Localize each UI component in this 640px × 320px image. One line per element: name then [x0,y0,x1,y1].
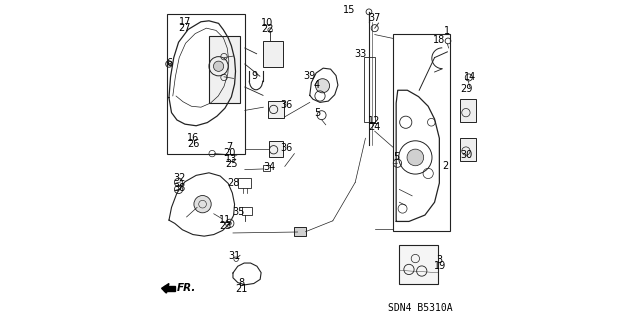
Text: 18: 18 [433,35,445,45]
Text: 32: 32 [173,172,186,183]
Text: 8: 8 [239,278,245,288]
Text: 5: 5 [393,152,399,163]
Text: 28: 28 [227,178,240,188]
Text: 39: 39 [303,71,316,81]
Text: 9: 9 [252,71,258,81]
Text: 6: 6 [166,58,173,68]
Bar [399,245,438,284]
Bar [263,165,270,171]
Circle shape [194,196,211,213]
Text: 3: 3 [436,255,443,265]
Bar [460,99,476,122]
Text: 37: 37 [368,12,381,23]
Text: 26: 26 [187,139,199,149]
Polygon shape [161,284,169,293]
Bar [294,227,306,236]
Text: 11: 11 [219,215,231,225]
Text: 27: 27 [179,23,191,33]
Text: 19: 19 [433,260,446,271]
Bar [167,14,245,154]
Text: 25: 25 [225,159,237,170]
Text: 29: 29 [460,84,473,94]
Text: 14: 14 [463,72,476,83]
Polygon shape [164,286,175,291]
Bar [239,178,251,188]
Circle shape [228,222,232,225]
Text: 4: 4 [313,80,319,90]
Text: 17: 17 [179,17,191,28]
Bar [242,207,252,215]
Text: 7: 7 [227,142,233,152]
Bar [393,34,450,231]
Bar [268,101,284,118]
Text: 1: 1 [444,26,450,36]
Circle shape [407,149,424,166]
Text: 20: 20 [223,148,236,158]
Text: 12: 12 [368,116,381,126]
Bar [209,36,241,103]
Bar [460,138,476,161]
Text: 13: 13 [225,154,237,164]
Circle shape [214,61,224,71]
Text: 16: 16 [187,133,199,143]
Text: 35: 35 [232,207,245,217]
Text: 21: 21 [236,284,248,294]
Text: 31: 31 [228,251,241,261]
Text: SDN4 B5310A: SDN4 B5310A [388,303,453,313]
Text: 2: 2 [443,161,449,172]
Circle shape [316,79,330,93]
Bar [264,41,283,67]
Text: FR.: FR. [177,283,196,293]
Text: 10: 10 [261,18,273,28]
Text: 36: 36 [280,100,292,110]
Bar [365,57,375,122]
Text: 38: 38 [173,183,186,193]
Text: 22: 22 [261,24,273,34]
Text: 15: 15 [343,4,355,15]
Text: 5: 5 [314,108,321,118]
Text: 33: 33 [354,49,367,59]
Text: 36: 36 [280,143,292,153]
Bar [269,141,283,157]
Text: 30: 30 [460,150,473,160]
Text: 24: 24 [368,122,381,132]
Text: 34: 34 [264,162,276,172]
Text: 23: 23 [219,220,231,231]
